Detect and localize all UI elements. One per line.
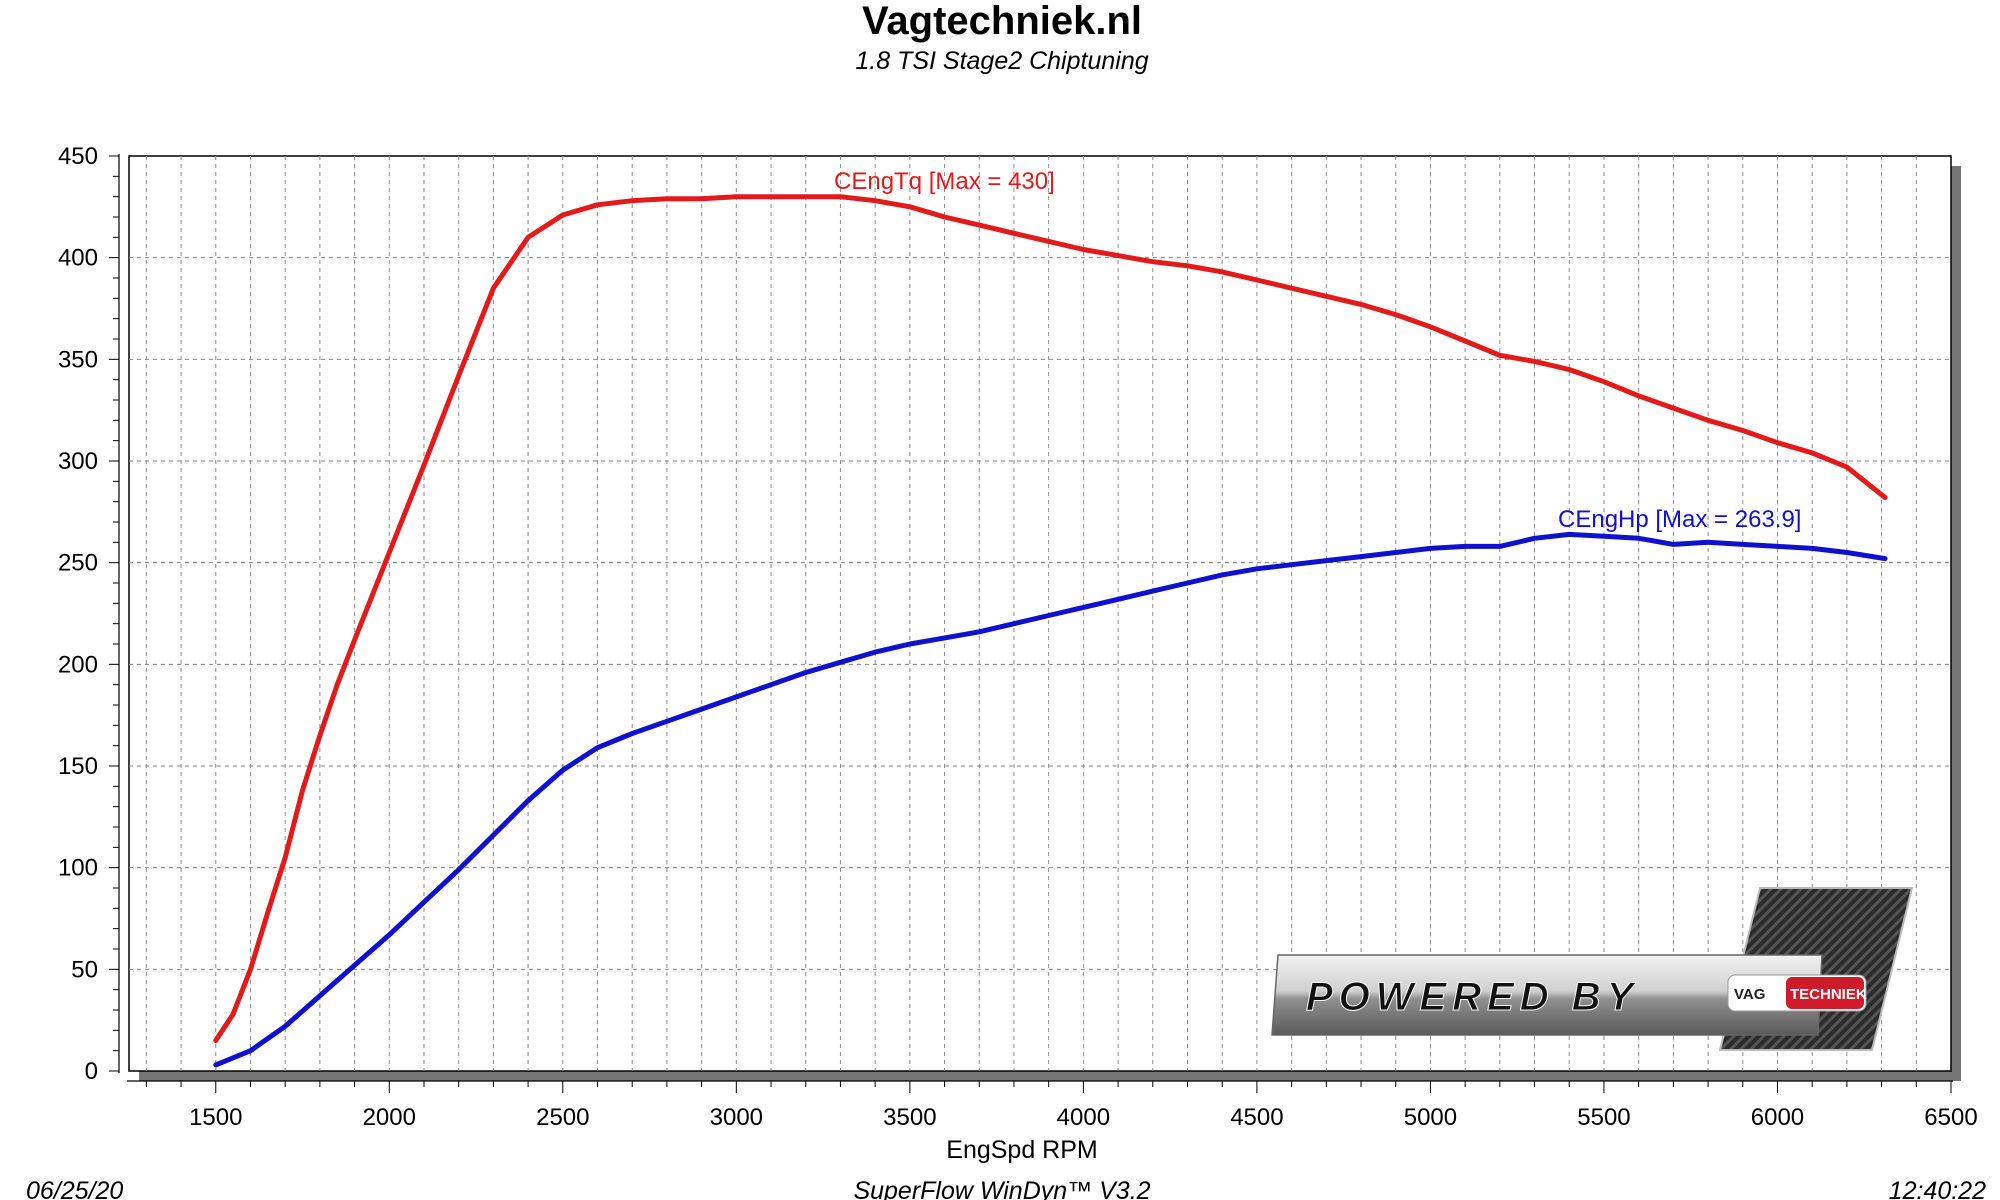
x-tick-label: 4500 xyxy=(1230,1104,1283,1131)
footer-date: 06/25/20 xyxy=(26,1177,123,1200)
logo-text: POWERED BY xyxy=(1306,975,1639,1019)
x-tick-label: 1500 xyxy=(189,1104,242,1131)
y-tick-label: 0 xyxy=(85,1058,98,1085)
x-tick-label: 6000 xyxy=(1751,1104,1804,1131)
x-tick-label: 4000 xyxy=(1057,1104,1110,1131)
x-tick-labels: 1500 2000 2500 3000 3500 4000 4500 5000 5500 6000… xyxy=(189,1104,1978,1131)
axes xyxy=(109,154,1953,1093)
y-tick-label: 150 xyxy=(58,753,98,780)
x-tick-label: 5500 xyxy=(1577,1104,1630,1131)
x-tick-label: 3000 xyxy=(710,1104,763,1131)
torque-series-label: CEngTq [Max = 430] xyxy=(834,168,1055,195)
y-tick-label: 300 xyxy=(58,448,98,475)
series-line-cengtq xyxy=(213,194,1888,1043)
x-axis-label: EngSpd RPM xyxy=(946,1136,1097,1164)
y-tick-label: 400 xyxy=(58,245,98,272)
series-lines xyxy=(213,194,1888,1068)
y-tick-label: 100 xyxy=(58,855,98,882)
power-series-label: CEngHp [Max = 263.9] xyxy=(1558,506,1801,533)
footer-software: SuperFlow WinDyn™ V3.2 xyxy=(853,1177,1150,1200)
y-tick-label: 350 xyxy=(58,346,98,373)
gridlines xyxy=(129,156,1951,1071)
x-tick-label: 3500 xyxy=(883,1104,936,1131)
x-tick-label: 5000 xyxy=(1404,1104,1457,1131)
logo-badge-left: VAG xyxy=(1734,986,1765,1003)
x-tick-label: 6500 xyxy=(1924,1104,1977,1131)
chart-subtitle: 1.8 TSI Stage2 Chiptuning xyxy=(855,47,1148,75)
powered-by-logo: POWERED BY VAG TECHNIEK xyxy=(1271,887,1914,1051)
x-tick-label: 2000 xyxy=(363,1104,416,1131)
y-tick-label: 250 xyxy=(58,550,98,577)
y-tick-labels: 0 50 100 150 200 250 300 350 400 450 xyxy=(58,143,98,1085)
x-tick-label: 2500 xyxy=(536,1104,589,1131)
footer-time: 12:40:22 xyxy=(1889,1177,1986,1200)
y-tick-label: 200 xyxy=(58,651,98,678)
y-tick-label: 50 xyxy=(71,956,98,983)
chart-title: Vagtechniek.nl xyxy=(862,0,1142,43)
series-line-cenghp xyxy=(213,531,1888,1068)
logo-badge-right: TECHNIEK xyxy=(1790,986,1867,1003)
plot-area xyxy=(128,155,1952,1072)
y-tick-label: 450 xyxy=(58,143,98,170)
